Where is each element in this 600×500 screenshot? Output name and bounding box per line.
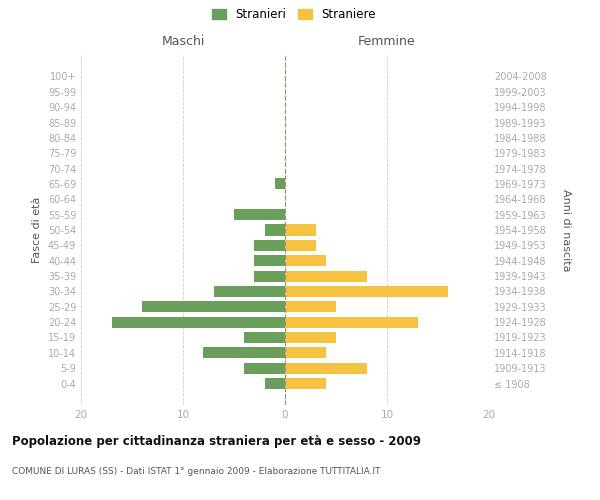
Text: Popolazione per cittadinanza straniera per età e sesso - 2009: Popolazione per cittadinanza straniera p… [12, 435, 421, 448]
Bar [285, 332, 336, 343]
Bar [203, 348, 285, 358]
Bar [285, 362, 367, 374]
Bar [275, 178, 285, 190]
Bar [142, 302, 285, 312]
Bar [234, 209, 285, 220]
Bar [112, 316, 285, 328]
Bar [254, 270, 285, 281]
Bar [285, 378, 326, 389]
Bar [285, 240, 316, 251]
Bar [265, 224, 285, 235]
Legend: Stranieri, Straniere: Stranieri, Straniere [209, 6, 379, 24]
Text: COMUNE DI LURAS (SS) - Dati ISTAT 1° gennaio 2009 - Elaborazione TUTTITALIA.IT: COMUNE DI LURAS (SS) - Dati ISTAT 1° gen… [12, 468, 380, 476]
Bar [285, 348, 326, 358]
Bar [244, 332, 285, 343]
Bar [244, 362, 285, 374]
Bar [285, 316, 418, 328]
Text: Femmine: Femmine [358, 35, 416, 48]
Bar [254, 240, 285, 251]
Bar [214, 286, 285, 297]
Bar [285, 255, 326, 266]
Bar [254, 255, 285, 266]
Y-axis label: Anni di nascita: Anni di nascita [560, 188, 571, 271]
Y-axis label: Fasce di età: Fasce di età [32, 197, 42, 263]
Bar [265, 378, 285, 389]
Bar [285, 286, 448, 297]
Bar [285, 270, 367, 281]
Text: Maschi: Maschi [161, 35, 205, 48]
Bar [285, 224, 316, 235]
Bar [285, 302, 336, 312]
